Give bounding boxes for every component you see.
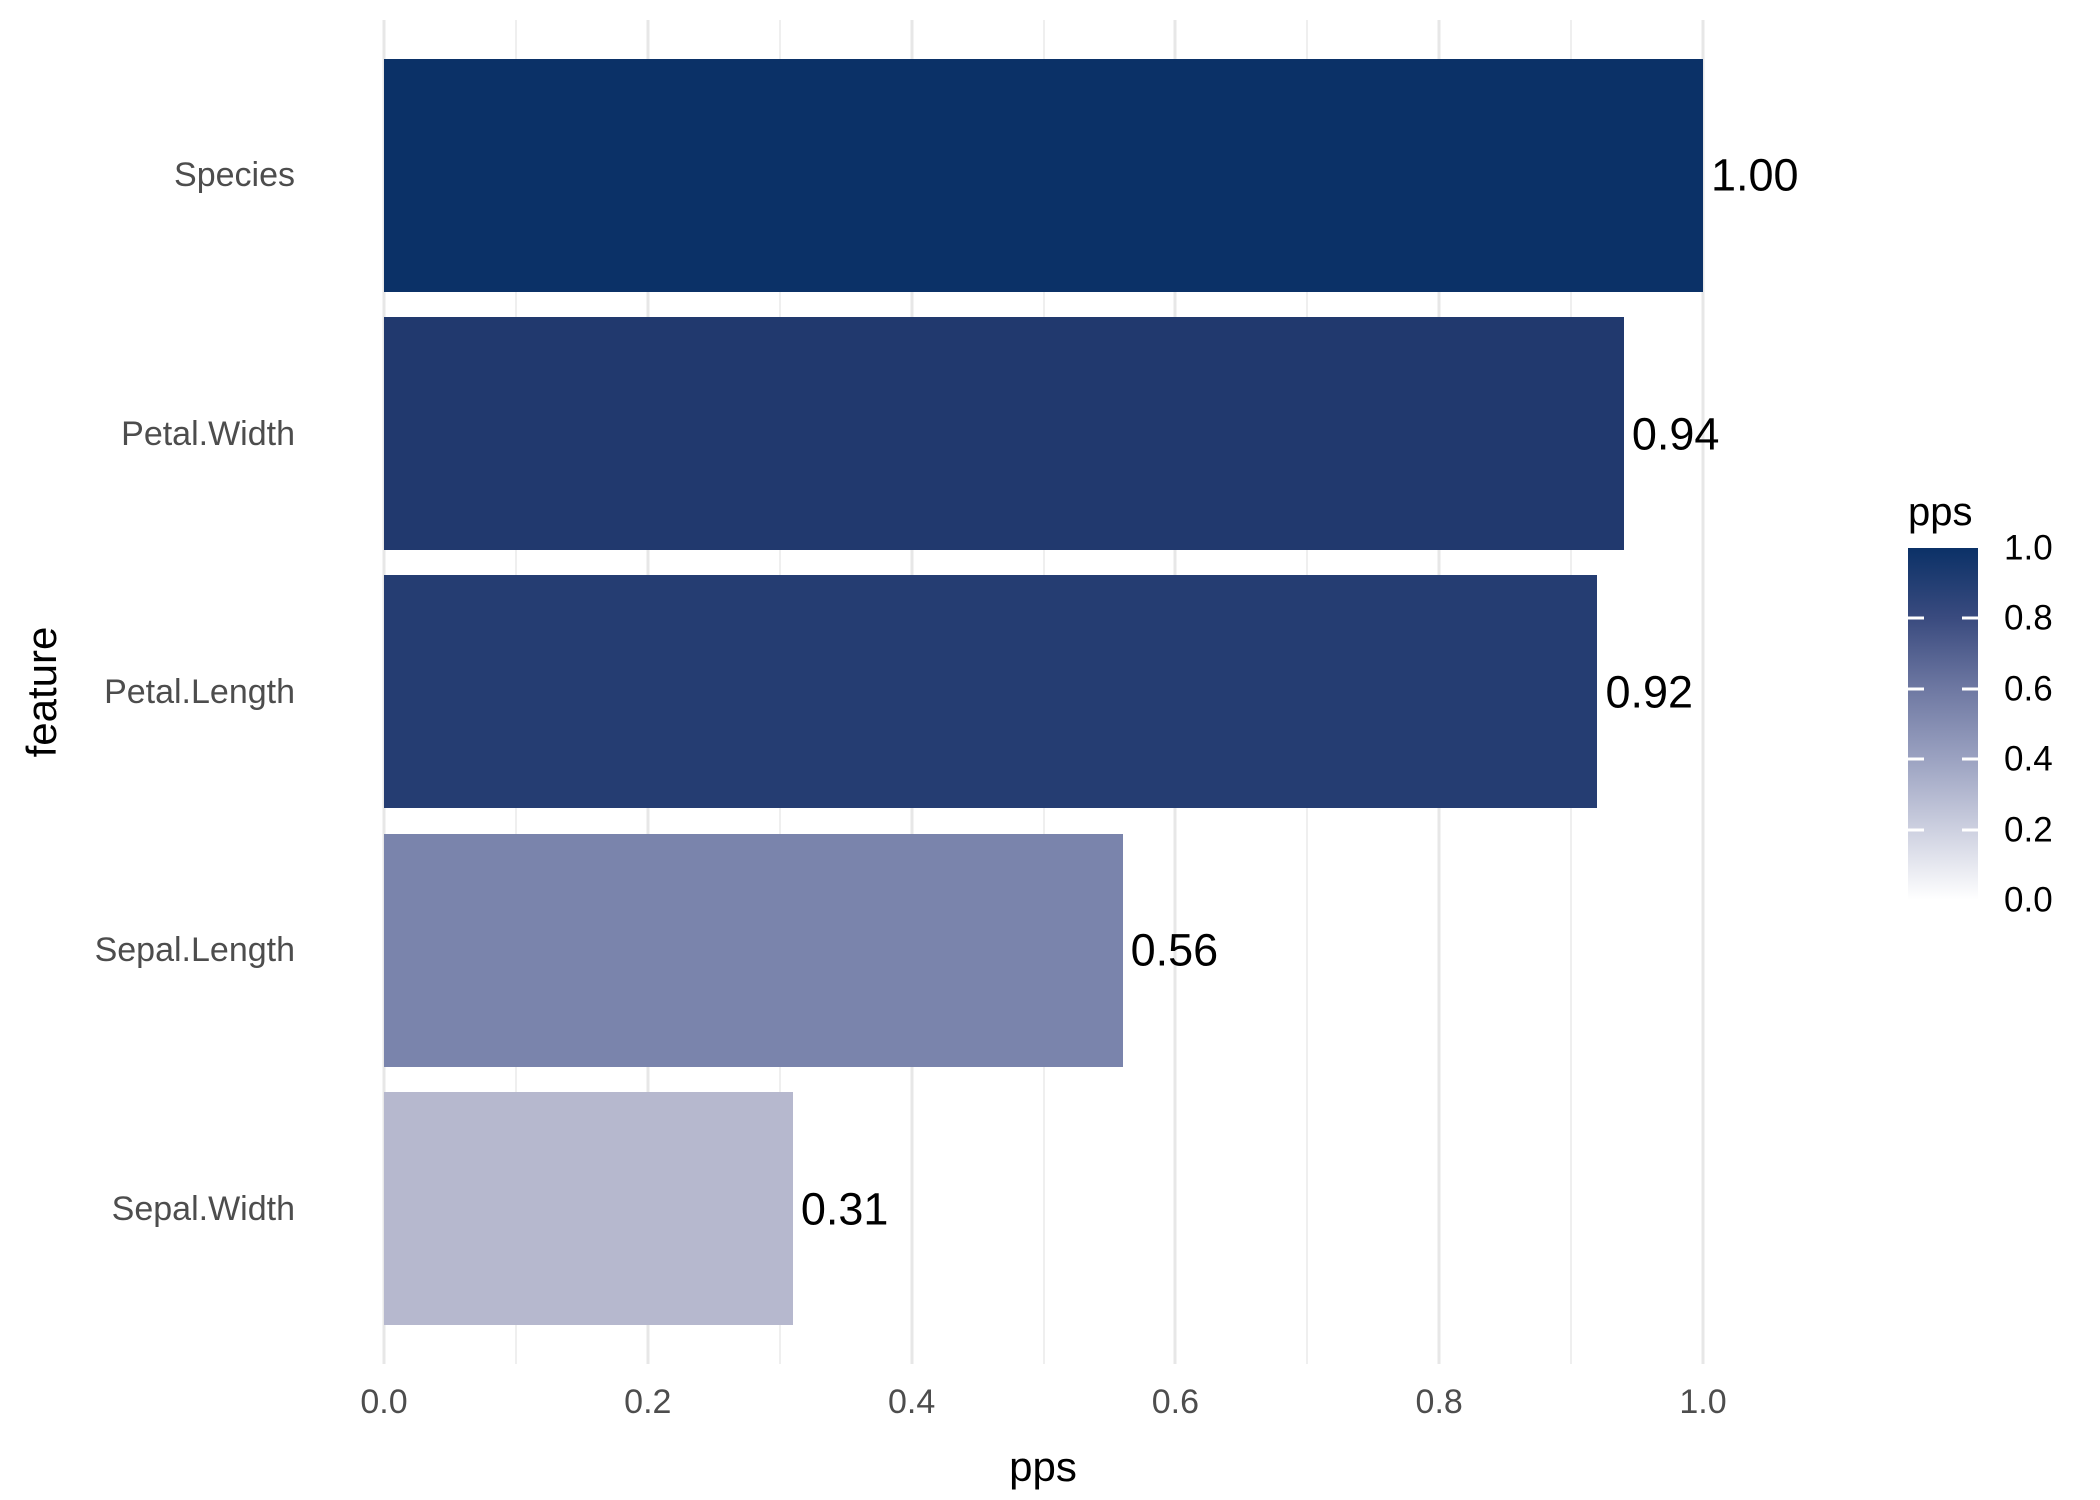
y-axis-label: Sepal.Length (94, 931, 295, 970)
legend-tick (1908, 616, 1924, 620)
x-axis-title: pps (1009, 1443, 1077, 1490)
x-axis-tick-label: 1.0 (1679, 1383, 1727, 1421)
bar-value-label: 1.00 (1711, 149, 1799, 201)
legend-tick (1908, 687, 1924, 691)
y-axis-label: Species (174, 156, 295, 195)
x-axis-tick-label: 0.0 (360, 1383, 408, 1421)
legend-tick-label: 0.0 (2004, 880, 2053, 920)
y-axis-label: Petal.Width (121, 414, 295, 453)
bar (384, 58, 1703, 292)
legend-tick-label: 0.8 (2004, 598, 2053, 638)
bar (384, 575, 1598, 809)
legend-tick (1962, 616, 1978, 620)
bar-value-label: 0.92 (1605, 666, 1694, 718)
legend-tick-label: 0.2 (2004, 810, 2053, 850)
bar-value-label: 0.56 (1130, 924, 1219, 976)
bar (384, 317, 1624, 551)
legend-title: pps (1908, 490, 1973, 534)
legend-tick (1908, 757, 1924, 761)
legend-tick (1962, 828, 1978, 832)
gridline-major (1701, 20, 1705, 1364)
legend-tick-label: 1.0 (2004, 528, 2053, 568)
legend-tick (1962, 757, 1978, 761)
x-axis-tick-label: 0.2 (624, 1383, 672, 1421)
x-axis-tick-label: 0.4 (887, 1383, 936, 1421)
y-axis-label: Petal.Length (104, 672, 295, 711)
legend-tick (1962, 687, 1978, 691)
legend-colorbar (1908, 548, 1978, 900)
x-axis-tick-label: 0.8 (1415, 1383, 1463, 1421)
bar-value-label: 0.31 (800, 1183, 889, 1235)
bar (384, 833, 1123, 1067)
x-axis-tick-label: 0.6 (1151, 1383, 1200, 1421)
bar (384, 1092, 793, 1326)
legend-tick (1908, 828, 1924, 832)
legend-tick-label: 0.6 (2004, 669, 2053, 709)
y-axis-label: Sepal.Width (111, 1189, 295, 1228)
plot-panel (318, 20, 1769, 1364)
bar-value-label: 0.94 (1631, 408, 1720, 460)
legend-tick-label: 0.4 (2004, 739, 2053, 779)
